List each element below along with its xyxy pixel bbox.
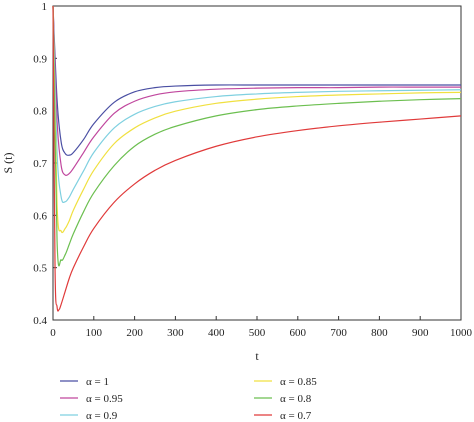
legend-label: α = 0.7 — [280, 410, 312, 422]
x-tick-label: 600 — [290, 327, 307, 339]
x-tick-label: 400 — [208, 327, 225, 339]
legend-label: α = 0.9 — [86, 410, 118, 422]
series-line-3 — [52, 5, 462, 234]
y-tick-label: 0.6 — [33, 210, 47, 222]
series-line-2 — [52, 5, 462, 204]
x-tick-label: 800 — [371, 327, 388, 339]
x-tick-label: 1000 — [450, 327, 473, 339]
legend-label: α = 1 — [86, 376, 109, 388]
x-tick-label: 200 — [126, 327, 143, 339]
x-tick-label: 700 — [330, 327, 347, 339]
y-tick-label: 0.9 — [33, 53, 47, 65]
x-tick-label: 500 — [249, 327, 266, 339]
y-tick-label: 0.5 — [33, 263, 47, 275]
legend: α = 1 α = 0.95 α = 0.9 α = 0.85 α = 0.8 α = 0… — [60, 376, 317, 422]
x-axis: 0 100 200 300 400 500 600 700 800 900 1000 — [50, 316, 473, 339]
x-tick-label: 900 — [412, 327, 429, 339]
legend-label: α = 0.95 — [86, 393, 123, 405]
x-tick-label: 300 — [167, 327, 184, 339]
series-line-1 — [52, 5, 461, 177]
x-axis-label: t — [255, 349, 259, 363]
series-line-4 — [52, 5, 462, 267]
x-tick-label: 0 — [50, 327, 56, 339]
y-axis-label: S (t) — [1, 152, 15, 173]
plot-area — [52, 5, 462, 321]
series-line-0 — [52, 5, 461, 156]
series-line-5 — [52, 5, 462, 312]
series-lines — [52, 5, 462, 312]
x-tick-label: 100 — [86, 327, 103, 339]
y-axis: 0.4 0.5 0.6 0.7 0.8 0.9 1 — [33, 1, 57, 327]
y-tick-label: 1 — [42, 1, 48, 13]
y-tick-label: 0.4 — [33, 315, 47, 327]
legend-label: α = 0.85 — [280, 376, 317, 388]
legend-label: α = 0.8 — [280, 393, 312, 405]
y-tick-label: 0.8 — [33, 106, 47, 118]
y-tick-label: 0.7 — [33, 158, 47, 170]
